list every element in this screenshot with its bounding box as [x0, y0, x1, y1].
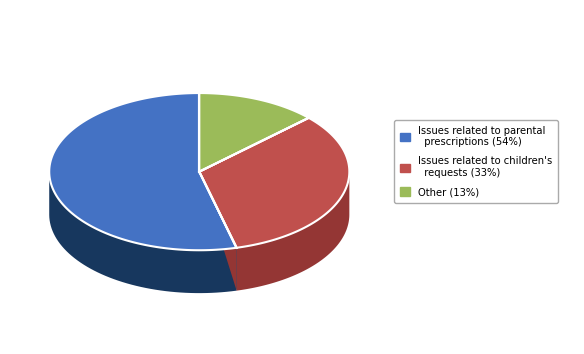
Polygon shape [199, 118, 349, 248]
Polygon shape [237, 172, 349, 291]
Polygon shape [49, 93, 237, 250]
Polygon shape [199, 118, 309, 172]
Polygon shape [199, 172, 237, 291]
Polygon shape [49, 172, 237, 293]
Polygon shape [199, 118, 309, 172]
Legend: Issues related to parental
  prescriptions (54%), Issues related to children's
 : Issues related to parental prescriptions… [394, 120, 558, 203]
Polygon shape [199, 172, 237, 291]
Polygon shape [199, 93, 309, 172]
